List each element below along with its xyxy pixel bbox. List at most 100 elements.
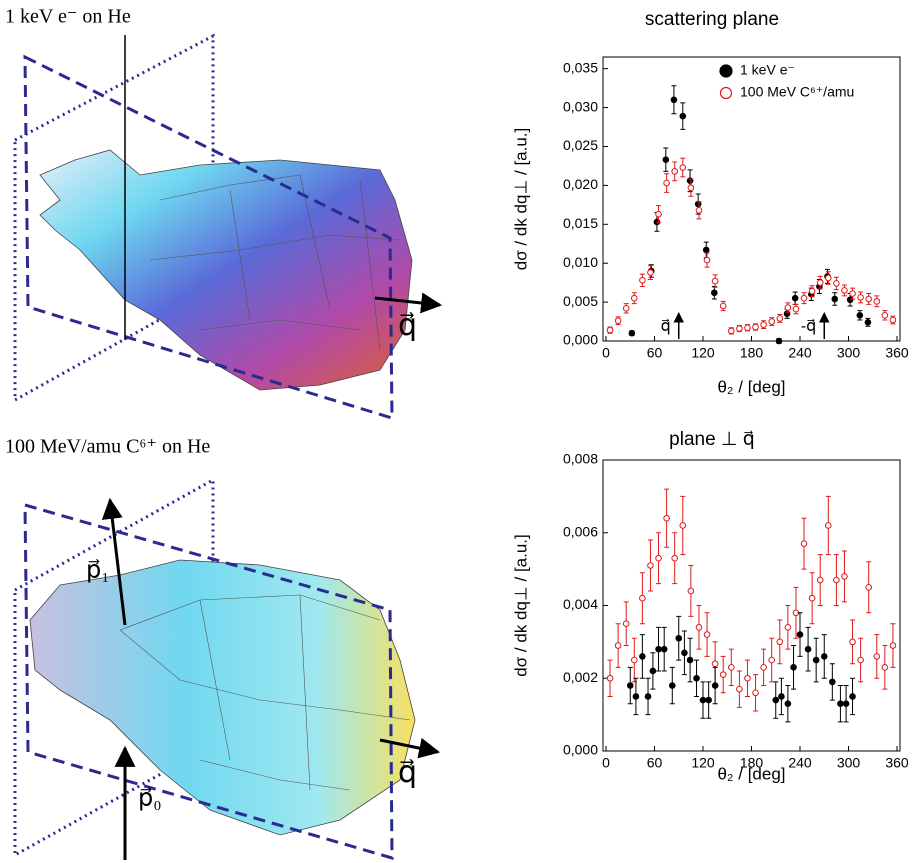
panel-title: 100 MeV/amu C⁶⁺ on He — [5, 436, 210, 458]
chart-title: scattering plane — [645, 9, 779, 30]
data-point — [606, 674, 614, 682]
data-point — [693, 674, 700, 682]
data-point — [778, 693, 785, 700]
q-arrow — [374, 292, 443, 314]
data-point — [614, 317, 622, 325]
y-tick-label: 0,000 — [563, 742, 598, 758]
data-point — [655, 645, 662, 653]
legend-marker — [719, 64, 733, 78]
data-point — [644, 693, 652, 700]
data-point — [865, 295, 873, 303]
data-point — [681, 649, 688, 657]
data-point — [824, 522, 832, 529]
q-arrow — [379, 737, 441, 759]
data-point — [727, 327, 735, 335]
data-point — [857, 656, 864, 664]
data-point — [841, 287, 848, 294]
surface-mesh — [119, 594, 411, 791]
data-point — [695, 624, 703, 631]
data-point — [792, 305, 800, 313]
data-point — [744, 674, 751, 682]
data-point — [829, 678, 836, 686]
data-point — [695, 206, 703, 214]
data-point — [790, 664, 797, 671]
data-point — [705, 696, 712, 704]
legend-label: 1 keV e⁻ — [740, 62, 795, 78]
data-point — [752, 323, 759, 331]
data-point — [679, 164, 687, 171]
data-point — [663, 179, 670, 187]
data-point — [655, 554, 662, 562]
x-tick-label: 120 — [691, 345, 715, 361]
data-point — [857, 294, 864, 301]
illustration-bottom: 100 MeV/amu C⁶⁺ on He q⃗ p⃗₁ p⃗₀ — [5, 436, 441, 861]
data-point — [800, 294, 808, 302]
data-point — [864, 319, 872, 326]
data-point — [800, 540, 808, 547]
data-point — [699, 696, 707, 704]
data-point — [655, 210, 662, 218]
data-point — [711, 277, 719, 285]
dashed-plane — [23, 54, 394, 421]
data-point — [881, 664, 889, 671]
vector-label: p⃗₁ — [86, 558, 110, 584]
dashed-plane — [23, 503, 394, 861]
data-point — [812, 656, 820, 664]
x-tick-label: 120 — [691, 755, 715, 771]
data-point — [736, 325, 743, 332]
data-point — [776, 638, 784, 646]
data-point — [622, 620, 630, 627]
y-tick-label: 0,015 — [563, 215, 598, 231]
x-tick-label: 240 — [788, 345, 812, 361]
y-tick-label: 0,025 — [563, 137, 598, 153]
data-point — [824, 274, 832, 282]
data-point — [849, 693, 856, 700]
data-point — [606, 326, 614, 334]
data-point — [703, 256, 711, 264]
y-tick-label: 0,035 — [563, 59, 598, 75]
data-point — [663, 514, 670, 522]
data-point — [727, 664, 735, 671]
data-point — [647, 269, 654, 276]
data-point — [833, 280, 840, 287]
data-point — [662, 156, 670, 164]
x-tick-label: 60 — [647, 345, 663, 361]
data-point — [639, 594, 646, 602]
data-point — [711, 682, 719, 689]
data-point — [711, 660, 719, 668]
data-point — [816, 576, 824, 584]
panel-title: 1 keV e⁻ on He — [5, 6, 131, 28]
data-point — [670, 96, 678, 104]
dotted-plane — [13, 477, 215, 858]
y-tick-label: 0,000 — [563, 332, 598, 348]
data-point — [820, 653, 828, 660]
data-point — [647, 562, 654, 569]
data-point — [639, 277, 646, 284]
data-point — [784, 304, 792, 311]
y-tick-label: 0,004 — [563, 596, 598, 612]
data-point — [772, 696, 780, 704]
x-tick-label: 360 — [885, 345, 909, 361]
data-point — [768, 656, 776, 664]
data-point — [784, 700, 792, 708]
surface-mesh — [149, 174, 401, 351]
data-point — [760, 664, 767, 671]
legend-marker — [719, 86, 733, 100]
data-point — [622, 305, 630, 312]
annotation: -q⃗ — [801, 318, 816, 335]
data-point — [873, 298, 881, 305]
data-point — [632, 693, 640, 700]
annotation: q⃗ — [661, 318, 671, 335]
data-point — [808, 594, 816, 602]
data-point — [671, 168, 679, 175]
data-point — [889, 316, 897, 324]
data-point — [873, 653, 881, 660]
distribution-surface — [29, 559, 416, 836]
y-tick-label: 0,020 — [563, 176, 598, 192]
x-tick-label: 180 — [740, 345, 764, 361]
data-point — [846, 296, 854, 304]
chart-title: plane ⊥ q⃗ — [669, 429, 755, 450]
data-point — [614, 642, 622, 649]
y-tick-label: 0,030 — [563, 98, 598, 114]
y-tick-label: 0,002 — [563, 669, 598, 685]
